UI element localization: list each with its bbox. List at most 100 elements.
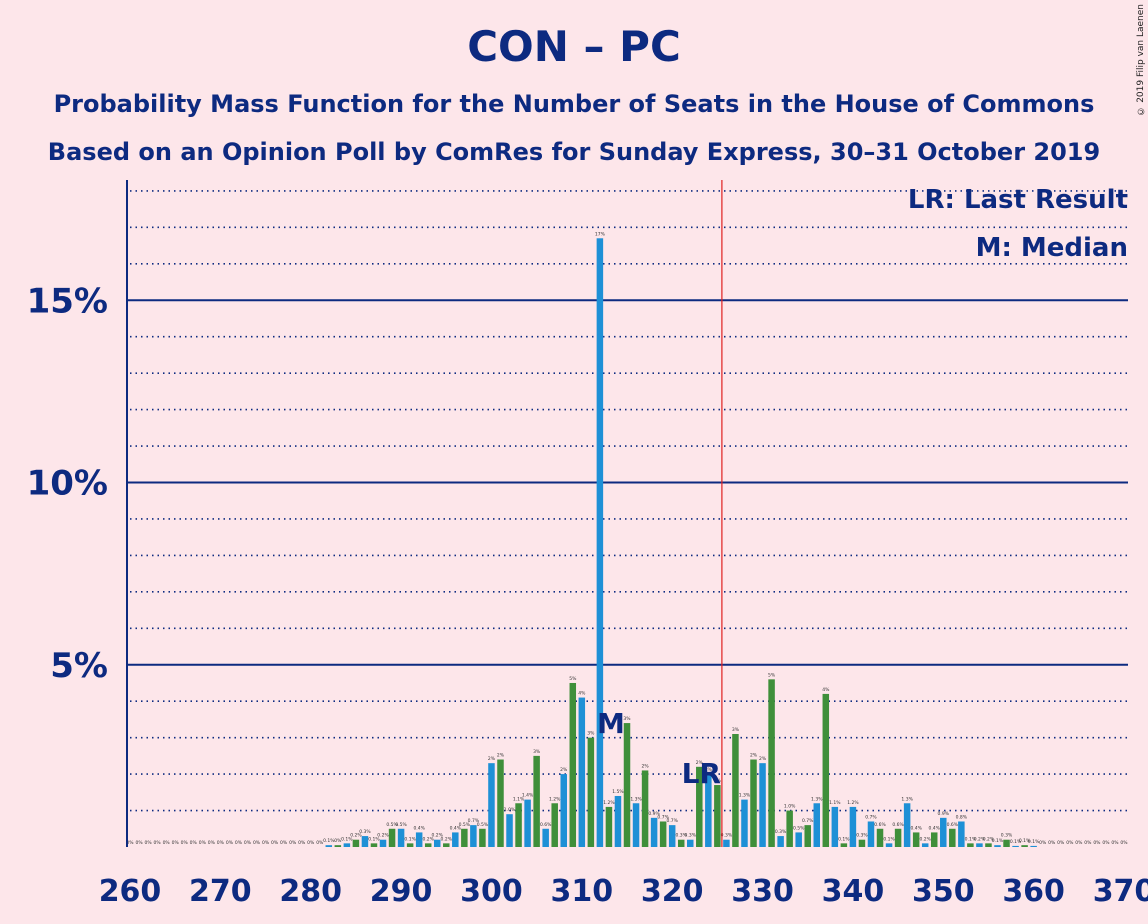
bar <box>325 845 333 847</box>
bar <box>867 821 875 847</box>
bar-label: 0% <box>226 840 234 846</box>
bar-label: 0.2% <box>350 833 362 839</box>
bar-label: 0.1% <box>368 836 380 842</box>
bar-label: 0% <box>1093 840 1101 846</box>
bar-label: 0% <box>1048 840 1056 846</box>
bar <box>623 723 631 847</box>
bar <box>596 238 604 847</box>
bar <box>768 679 775 847</box>
bar-label: 0.3% <box>359 829 371 835</box>
bar-label: 0% <box>181 840 189 846</box>
x-tick-label: 300 <box>460 874 523 909</box>
bar <box>650 817 658 847</box>
bar <box>361 836 369 847</box>
bar-label: 3% <box>533 749 541 755</box>
bar-label: 0.1% <box>992 838 1004 844</box>
bar <box>795 832 802 847</box>
x-tick-label: 310 <box>551 874 614 909</box>
bar-label: 0% <box>172 840 180 846</box>
bar <box>488 763 495 847</box>
bar-label: 0.6% <box>540 822 552 828</box>
bar-label: 3% <box>623 716 631 722</box>
bar-label: 1.3% <box>630 796 642 802</box>
bar-label: 0% <box>126 840 134 846</box>
bar-label: 0% <box>253 840 261 846</box>
bar-label: 0% <box>1039 840 1047 846</box>
bar-label: 1.0% <box>784 804 796 810</box>
bar-label: 1.1% <box>513 796 525 802</box>
bar-label: 1.3% <box>739 793 751 799</box>
bar <box>741 799 748 847</box>
median-marker: M <box>597 707 625 740</box>
bar <box>1003 839 1010 847</box>
bar-label: 0.5% <box>477 822 489 828</box>
bar <box>930 832 938 847</box>
bar-label: 1.0% <box>504 807 516 813</box>
bar <box>569 682 577 847</box>
bar <box>614 795 622 847</box>
bar-label: 1.1% <box>829 800 841 806</box>
bar-label: 0% <box>289 840 297 846</box>
bar-label: 0.3% <box>685 833 697 839</box>
bar-label: 0.1% <box>323 838 335 844</box>
bar-label: 0% <box>154 840 162 846</box>
bar <box>397 828 405 847</box>
bar <box>732 734 739 847</box>
y-tick-label: 15% <box>27 281 108 321</box>
bar <box>497 759 504 847</box>
bar-label: 0% <box>298 840 306 846</box>
x-tick-label: 320 <box>641 874 704 909</box>
bar <box>443 843 450 847</box>
bar-label: 0% <box>235 840 243 846</box>
bar-label: 0.1% <box>404 836 416 842</box>
bar-label: 5% <box>569 676 577 682</box>
bar-label: 0.4% <box>910 825 922 831</box>
bar <box>804 825 811 847</box>
bar-label: 1.2% <box>549 796 561 802</box>
bar-label: 0.5% <box>459 822 471 828</box>
bar-label: 0% <box>316 840 324 846</box>
bar-label: 0.1% <box>341 836 353 842</box>
bar <box>461 828 468 847</box>
bar <box>921 843 929 847</box>
bar-label: 0.2% <box>422 836 434 842</box>
bar-label: 0.6% <box>892 822 904 828</box>
bar-label: 0.4% <box>929 825 941 831</box>
bar <box>605 806 613 847</box>
bar <box>406 843 414 847</box>
bar <box>343 843 351 847</box>
chart-subtitle-line1: Probability Mass Function for the Number… <box>53 90 1095 118</box>
bar-label: 1.2% <box>847 800 859 806</box>
bar-label: 2% <box>714 778 722 784</box>
bar-label: 3% <box>732 727 740 733</box>
x-tick-label: 350 <box>912 874 975 909</box>
chart-markers: LR M <box>597 180 723 847</box>
bar <box>705 774 712 847</box>
bar-label: 1.4% <box>522 793 534 799</box>
bar-label: 0% <box>1084 840 1092 846</box>
bar <box>677 839 685 847</box>
bar <box>903 803 911 847</box>
bar <box>533 755 540 847</box>
bar <box>1021 845 1028 847</box>
bar-label: 0.1% <box>838 836 850 842</box>
bar-label: 0.2% <box>377 833 389 839</box>
x-tick-label: 260 <box>99 874 162 909</box>
bar <box>433 839 441 847</box>
bar <box>388 828 396 847</box>
x-tick-label: 370 <box>1093 874 1148 909</box>
bar <box>940 817 947 847</box>
bar <box>560 774 567 847</box>
bar-label: 5% <box>768 672 776 678</box>
bar-label: 0% <box>280 840 288 846</box>
bar <box>659 821 667 847</box>
y-tick-label: 10% <box>27 464 108 504</box>
bar-label: 0% <box>262 840 270 846</box>
bar <box>976 843 983 847</box>
bar-label: 0.5% <box>395 822 407 828</box>
bar-label: 4% <box>578 691 586 697</box>
bar-label: 0.7% <box>865 814 877 820</box>
bar-label: 0.1% <box>1028 839 1040 845</box>
bar-value-labels: 0% 0% 0% 0% 0% 0% 0% 0% 0% 0% 0% 0% 0% 0% 0% 0% 0% 0% 0% 0%… <box>126 231 1128 846</box>
bar-label: 0.9% <box>938 811 950 817</box>
